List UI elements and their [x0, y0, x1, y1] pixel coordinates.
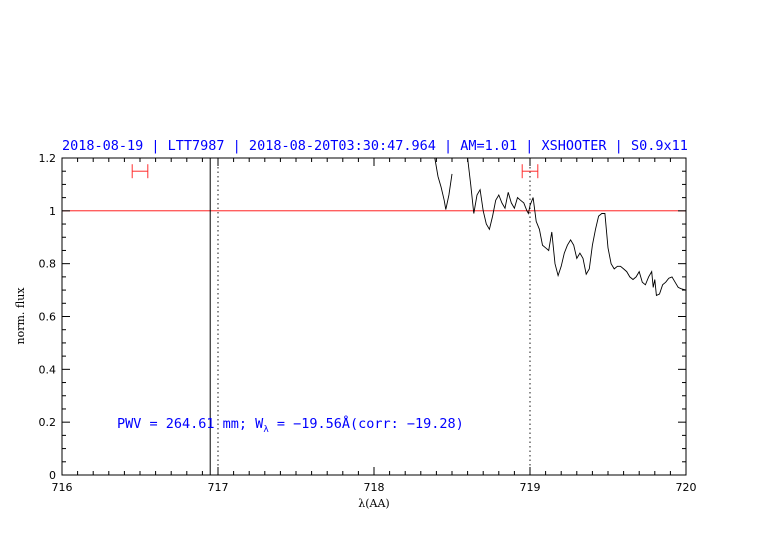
x-tick-label: 720 — [676, 481, 697, 494]
x-tick-label: 716 — [52, 481, 73, 494]
y-axis-label: norm. flux — [14, 287, 27, 345]
x-tick-label: 717 — [208, 481, 229, 494]
axis-ticks — [61, 157, 687, 476]
pwv-annotation-head: PWV = 264.61 mm; W — [117, 416, 264, 432]
pwv-annotation: PWV = 264.61 mm; Wλ = −19.56Å(corr: −19.… — [117, 415, 464, 435]
y-tick-label: 0.8 — [39, 258, 57, 271]
spectrum-line — [467, 157, 687, 297]
y-tick-label: 1.2 — [39, 152, 57, 165]
y-tick-label: 1 — [49, 205, 56, 218]
y-tick-label: 0.4 — [39, 363, 57, 376]
tick-labels: 716 717 718 719 720 0 0.2 0.4 0.6 0.8 1 1.2 — [39, 152, 697, 494]
pwv-annotation-subscript: λ — [263, 425, 269, 435]
x-tick-label: 718 — [364, 481, 385, 494]
x-tick-label: 719 — [520, 481, 541, 494]
pwv-annotation-tail: = −19.56Å(corr: −19.28) — [269, 415, 464, 432]
chart-overlays — [62, 158, 686, 475]
y-tick-label: 0.6 — [39, 311, 57, 324]
x-axis-label: λ(AA) — [358, 497, 389, 510]
series-layer — [209, 157, 687, 475]
spectrum-line — [434, 157, 453, 210]
chart-title: 2018-08-19 | LTT7987 | 2018-08-20T03:30:… — [62, 138, 688, 154]
y-tick-label: 0.2 — [39, 416, 57, 429]
y-tick-label: 0 — [49, 469, 56, 482]
